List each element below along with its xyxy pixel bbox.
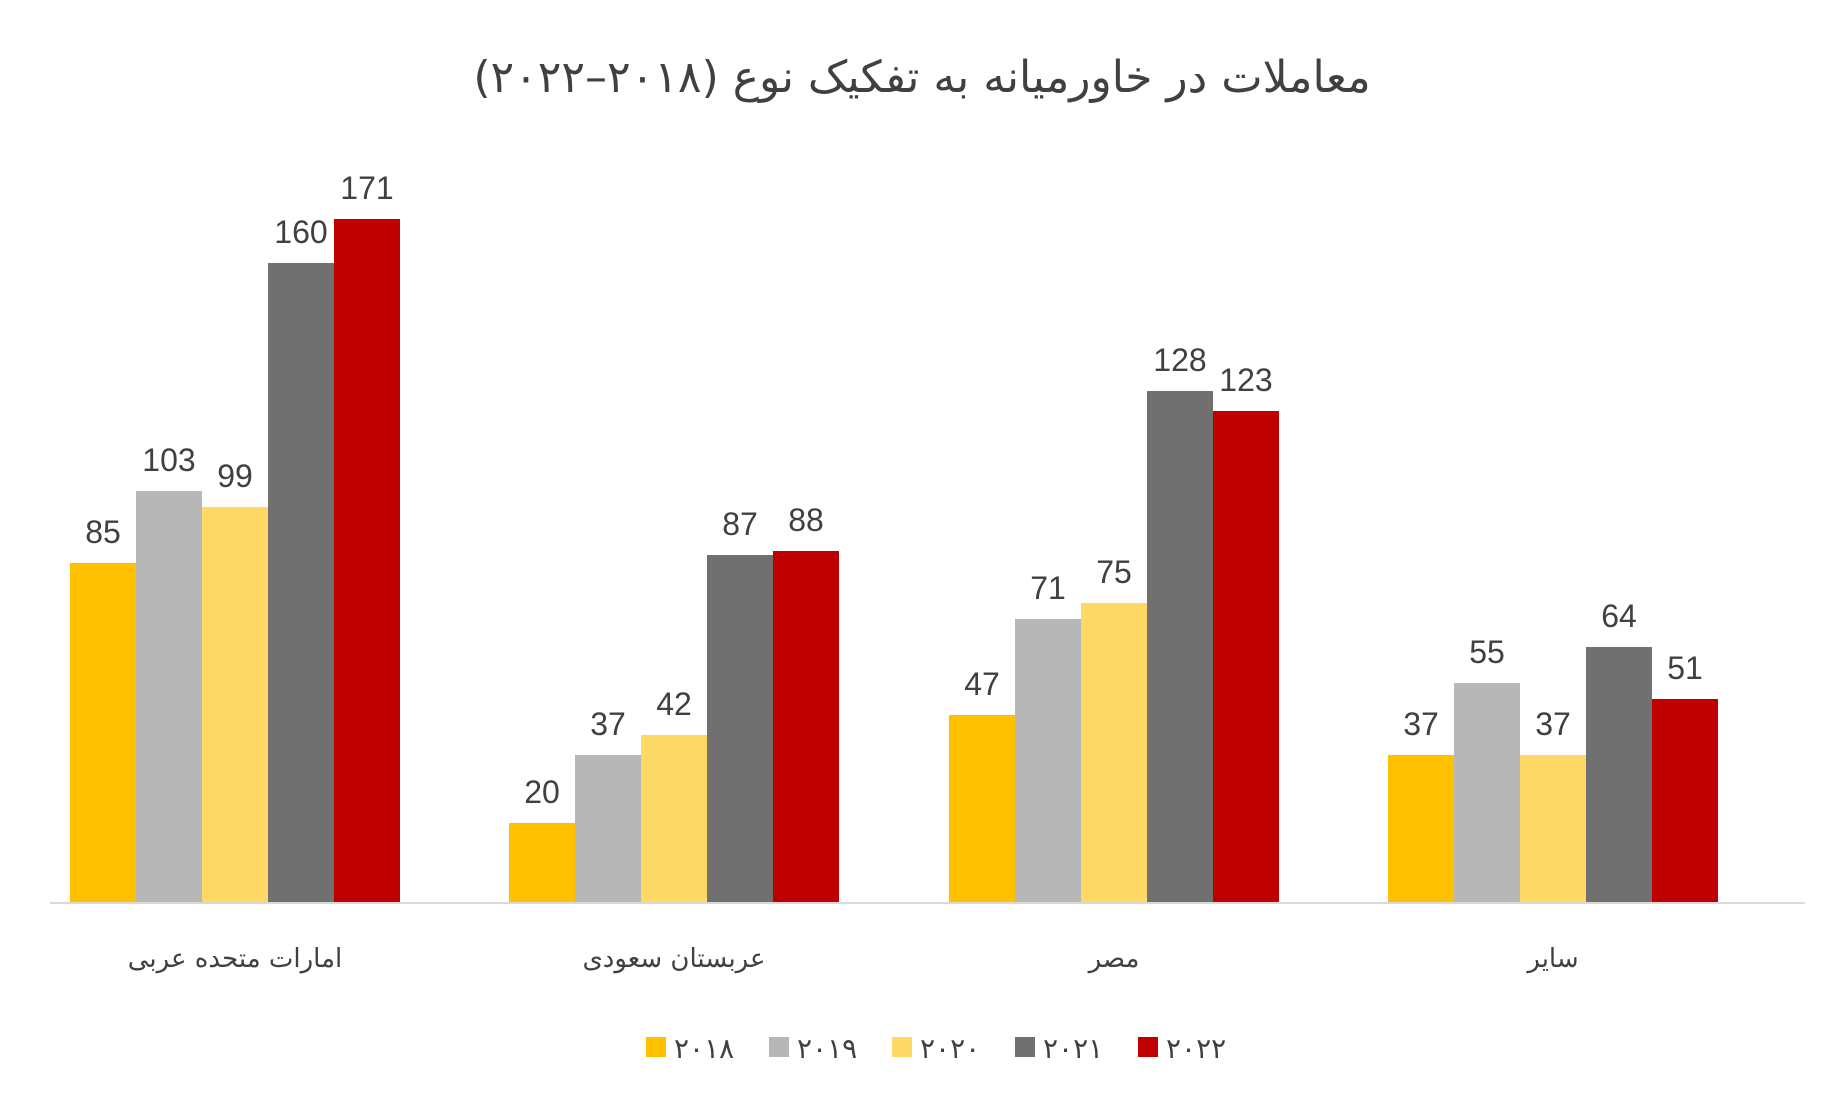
bar-3-1 [1454,683,1520,903]
value-label-2-4: 123 [1219,362,1272,398]
value-label-1-1: 37 [590,706,626,742]
legend-label-3: ۲۰۲۱ [1043,1032,1103,1065]
value-label-3-4: 51 [1667,650,1703,686]
bar-1-1 [575,755,641,903]
bar-3-3 [1586,647,1652,903]
category-label-2: مصر [1087,944,1140,974]
bar-2-1 [1015,619,1081,903]
value-label-1-3: 87 [722,506,758,542]
bar-0-3 [268,263,334,903]
bar-3-0 [1388,755,1454,903]
legend-label-4: ۲۰۲۲ [1166,1032,1226,1065]
category-label-3: سایر [1525,944,1578,974]
value-label-3-0: 37 [1403,706,1439,742]
legend-label-2: ۲۰۲۰ [920,1032,980,1065]
bar-0-2 [202,507,268,903]
value-label-0-3: 160 [274,214,327,250]
category-labels-layer: امارات متحده عربی عربستان سعودی مصر سایر [128,944,1579,974]
value-label-2-0: 47 [964,666,1000,702]
value-label-3-3: 64 [1601,598,1637,634]
value-label-0-0: 85 [85,514,121,550]
legend-swatch-3 [1015,1037,1035,1057]
bar-3-4 [1652,699,1718,903]
bar-0-4 [334,219,400,903]
legend-swatch-2 [892,1037,912,1057]
bar-2-3 [1147,391,1213,903]
value-label-2-2: 75 [1096,554,1132,590]
category-label-1: عربستان سعودی [582,944,765,974]
legend-swatch-4 [1138,1037,1158,1057]
chart-title: معاملات در خاورمیانه به تفکیک نوع (۲۰۱۸–… [473,52,1370,103]
bar-1-2 [641,735,707,903]
bar-2-4 [1213,411,1279,903]
value-label-0-1: 103 [142,442,195,478]
value-label-2-3: 128 [1153,342,1206,378]
bar-0-1 [136,491,202,903]
value-label-0-2: 99 [217,458,253,494]
category-label-0: امارات متحده عربی [128,944,342,974]
legend-label-0: ۲۰۱۸ [674,1032,734,1065]
value-label-3-2: 37 [1535,706,1571,742]
value-label-1-4: 88 [788,502,824,538]
bar-1-3 [707,555,773,903]
legend-swatch-0 [646,1037,666,1057]
bar-2-2 [1081,603,1147,903]
legend: ۲۰۱۸ ۲۰۱۹ ۲۰۲۰ ۲۰۲۱ ۲۰۲۲ [646,1032,1226,1065]
bar-1-0 [509,823,575,903]
legend-label-1: ۲۰۱۹ [797,1032,857,1065]
bars-layer [70,219,1718,903]
legend-swatch-1 [769,1037,789,1057]
bar-3-2 [1520,755,1586,903]
value-label-2-1: 71 [1030,570,1066,606]
bar-2-0 [949,715,1015,903]
value-label-1-0: 20 [524,774,560,810]
value-label-1-2: 42 [656,686,692,722]
bar-0-0 [70,563,136,903]
value-label-0-4: 171 [340,170,393,206]
bar-1-4 [773,551,839,903]
value-label-3-1: 55 [1469,634,1505,670]
value-labels-layer: 85 103 99 160 171 20 37 42 87 88 47 71 75 128 123 37 55 3… [85,170,1703,810]
